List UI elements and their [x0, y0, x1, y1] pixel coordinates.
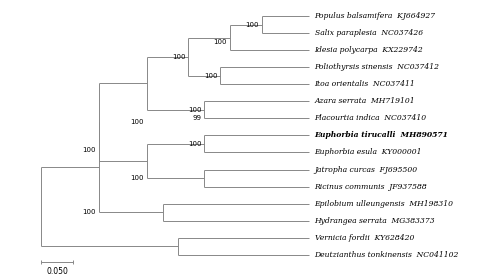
- Text: Salix paraplesia  NC037426: Salix paraplesia NC037426: [314, 29, 422, 37]
- Text: Euphorbia esula  KY000001: Euphorbia esula KY000001: [314, 148, 422, 157]
- Text: Azara serrata  MH719101: Azara serrata MH719101: [314, 97, 415, 105]
- Text: Epilobium ulleungensis  MH198310: Epilobium ulleungensis MH198310: [314, 199, 454, 208]
- Text: 0.050: 0.050: [46, 267, 68, 276]
- Text: Poliothyrsis sinensis  NC037412: Poliothyrsis sinensis NC037412: [314, 63, 440, 71]
- Text: Itoa orientalis  NC037411: Itoa orientalis NC037411: [314, 80, 416, 88]
- Text: Ricinus communis  JF937588: Ricinus communis JF937588: [314, 182, 428, 191]
- Text: 100: 100: [172, 54, 186, 60]
- Text: 100: 100: [188, 107, 202, 113]
- Text: Populus balsamifera  KJ664927: Populus balsamifera KJ664927: [314, 12, 436, 20]
- Text: Idesia polycarpa  KX229742: Idesia polycarpa KX229742: [314, 46, 424, 54]
- Text: 100: 100: [246, 22, 259, 28]
- Text: 100: 100: [130, 175, 144, 181]
- Text: 100: 100: [82, 209, 96, 215]
- Text: 99: 99: [192, 116, 202, 121]
- Text: 100: 100: [82, 147, 96, 153]
- Text: Euphorbia tirucalli  MH890571: Euphorbia tirucalli MH890571: [314, 131, 448, 140]
- Text: Vernicia fordii  KY628420: Vernicia fordii KY628420: [314, 234, 414, 242]
- Text: Hydrangea serrata  MG383373: Hydrangea serrata MG383373: [314, 217, 435, 225]
- Text: 100: 100: [188, 141, 202, 147]
- Text: 100: 100: [204, 73, 218, 79]
- Text: Flacourtia indica  NC037410: Flacourtia indica NC037410: [314, 114, 426, 122]
- Text: Deutzianthus tonkinensis  NC041102: Deutzianthus tonkinensis NC041102: [314, 251, 459, 259]
- Text: 100: 100: [130, 119, 144, 125]
- Text: 100: 100: [214, 39, 227, 45]
- Text: Jatropha curcas  FJ695500: Jatropha curcas FJ695500: [314, 165, 418, 174]
